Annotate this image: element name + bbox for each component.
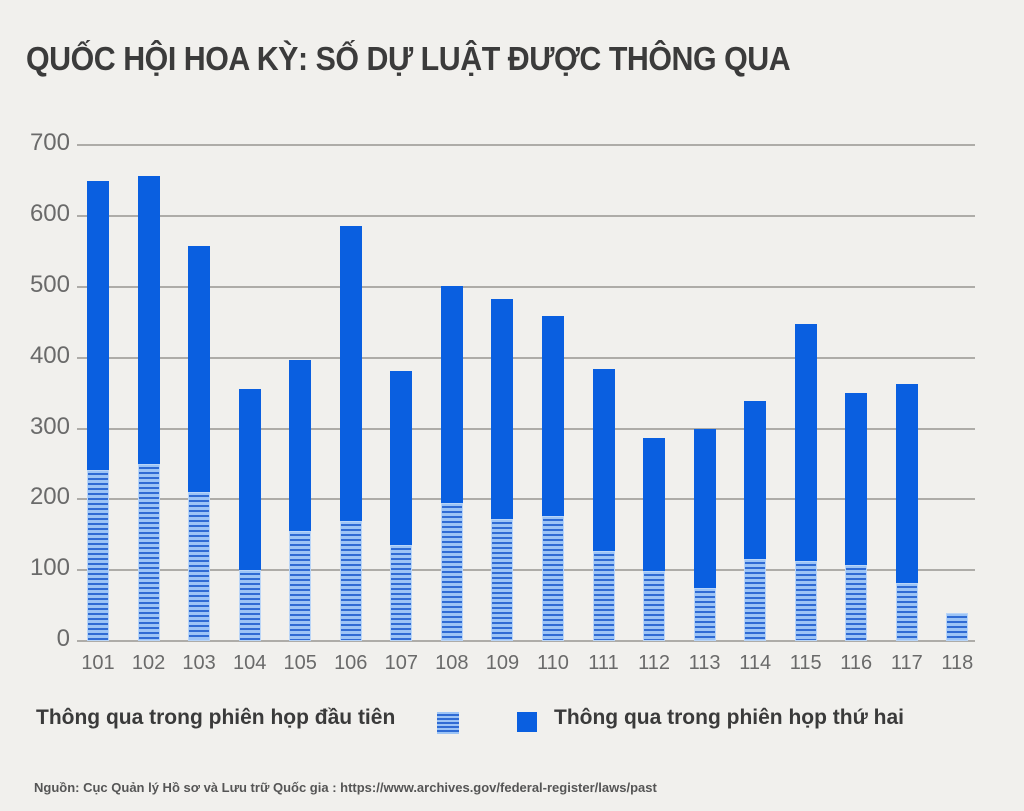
bar-congress-117 <box>895 383 918 641</box>
y-axis-tick-label: 600 <box>29 200 70 228</box>
gridline <box>77 427 975 430</box>
bar-segment-second-session <box>643 437 666 571</box>
bar-congress-113 <box>693 429 716 641</box>
bar-segment-second-session <box>592 369 615 552</box>
x-axis-tick-label: 114 <box>739 652 772 674</box>
gridline <box>77 286 975 288</box>
gridline <box>77 215 975 218</box>
bar-segment-second-session <box>541 316 564 517</box>
bar-segment-first-session <box>137 463 160 641</box>
bar-segment-second-session <box>895 383 918 583</box>
y-axis-tick-label: 0 <box>56 625 70 652</box>
bar-segment-first-session <box>592 551 615 641</box>
bar-congress-116 <box>845 393 868 641</box>
bar-segment-first-session <box>643 570 666 641</box>
legend-swatch-second-session <box>517 712 537 732</box>
bar-congress-102 <box>137 175 160 641</box>
bar-congress-118 <box>946 612 969 641</box>
x-axis-tick-label: 112 <box>638 652 670 674</box>
bar-segment-second-session <box>137 175 160 464</box>
bar-segment-first-session <box>845 565 868 641</box>
legend-swatch-first-session <box>437 712 459 734</box>
legend-label-first-session: Thông qua trong phiên họp đầu tiên <box>36 706 396 729</box>
bar-segment-second-session <box>390 371 413 546</box>
y-axis-tick-label: 300 <box>29 412 70 440</box>
bar-segment-first-session <box>238 570 261 641</box>
x-axis-tick-label: 118 <box>941 652 974 674</box>
bar-segment-first-session <box>946 612 969 641</box>
x-axis-tick-label: 117 <box>890 652 923 674</box>
gridline <box>77 569 975 572</box>
gridline <box>77 498 975 501</box>
source-note: Nguồn: Cục Quản lý Hồ sơ và Lưu trữ Quốc… <box>34 780 657 795</box>
bar-segment-second-session <box>289 359 312 532</box>
x-axis-tick-label: 110 <box>536 652 569 674</box>
chart-title: QUỐC HỘI HOA KỲ: SỐ DỰ LUẬT ĐƯỢC THÔNG Q… <box>26 40 791 77</box>
bar-congress-115 <box>794 323 817 641</box>
legend: Thông qua trong phiên họp đầu tiên Thông… <box>0 704 1024 736</box>
bar-segment-first-session <box>744 558 767 641</box>
bar-congress-109 <box>491 299 514 641</box>
bar-segment-first-session <box>794 560 817 641</box>
y-axis-tick-label: 500 <box>29 271 70 298</box>
gridline <box>77 144 975 147</box>
bar-congress-104 <box>238 388 261 641</box>
x-axis-tick-label: 103 <box>182 652 216 674</box>
bar-segment-first-session <box>491 519 514 641</box>
bar-segment-first-session <box>289 531 312 641</box>
x-axis-tick-label: 106 <box>334 652 368 674</box>
y-axis-tick-label: 100 <box>29 554 70 582</box>
bar-segment-second-session <box>238 388 261 571</box>
x-axis-tick-label: 113 <box>688 652 721 674</box>
bar-congress-101 <box>87 180 109 641</box>
bar-segment-second-session <box>440 285 463 503</box>
bar-segment-second-session <box>339 226 362 522</box>
y-axis-tick-label: 200 <box>29 483 70 511</box>
x-axis-tick-label: 104 <box>232 652 267 674</box>
y-axis-tick-label: 700 <box>29 129 70 157</box>
bar-segment-second-session <box>188 245 211 493</box>
bar-segment-first-session <box>541 516 564 641</box>
bar-congress-112 <box>643 437 666 641</box>
bar-congress-106 <box>339 226 362 641</box>
bar-congress-103 <box>188 245 211 641</box>
bar-congress-114 <box>744 400 767 641</box>
x-axis-tick-label: 102 <box>131 652 166 674</box>
x-axis-tick-label: 108 <box>435 652 469 674</box>
gridline <box>77 640 975 642</box>
bar-segment-second-session <box>845 393 868 566</box>
x-axis-tick-label: 109 <box>485 652 520 674</box>
x-axis-tick-label: 105 <box>283 652 317 674</box>
bar-segment-first-session <box>87 470 109 641</box>
bar-congress-108 <box>440 285 463 641</box>
bar-congress-107 <box>390 371 413 641</box>
x-axis-tick-label: 101 <box>81 652 115 674</box>
bar-segment-first-session <box>390 545 413 641</box>
bar-segment-first-session <box>895 582 918 641</box>
bar-segment-second-session <box>794 323 817 561</box>
bar-segment-first-session <box>339 521 362 641</box>
legend-label-second-session: Thông qua trong phiên họp thứ hai <box>554 706 904 729</box>
x-axis-tick-label: 107 <box>384 652 418 674</box>
chart-plot-area: 0 100 200 300 400 500 600 700 101 102 103 104 105 106… <box>29 129 975 674</box>
bar-segment-first-session <box>188 492 211 641</box>
bar-segment-second-session <box>491 299 514 520</box>
bar-congress-110 <box>541 316 564 641</box>
x-axis-tick-label: 115 <box>789 652 822 674</box>
y-axis-tick-label: 400 <box>29 341 70 369</box>
gridline <box>77 356 975 359</box>
bar-segment-second-session <box>87 180 109 471</box>
bar-congress-111 <box>592 369 615 641</box>
bar-segment-first-session <box>440 502 463 641</box>
bar-segment-second-session <box>744 400 767 559</box>
bar-segment-first-session <box>693 587 716 641</box>
x-axis-tick-label: 116 <box>840 652 873 674</box>
bar-segment-second-session <box>693 429 716 588</box>
bar-congress-105 <box>289 359 312 641</box>
x-axis-tick-label: 111 <box>588 652 619 674</box>
